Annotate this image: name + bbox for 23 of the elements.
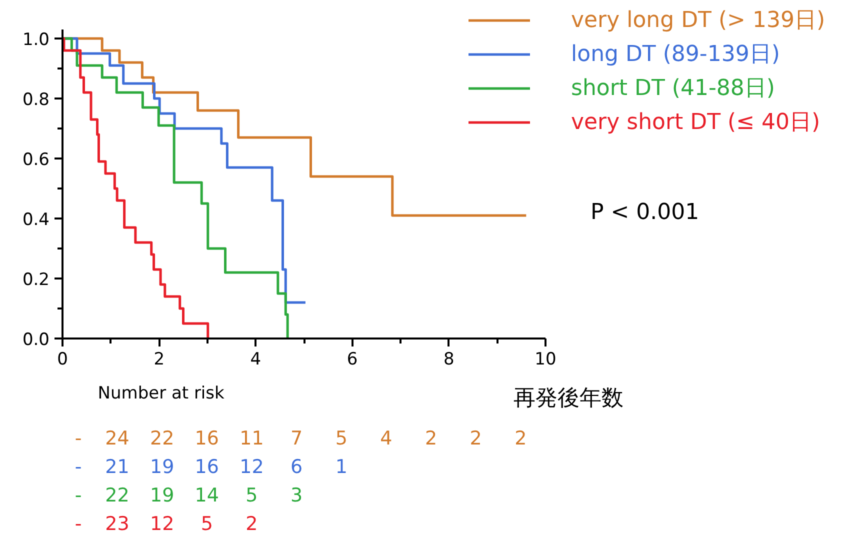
x-tick-label: 10 — [534, 350, 556, 370]
x-tick-label: 4 — [250, 350, 262, 370]
y-tick-label: 0.6 — [22, 150, 50, 170]
legend-label: very short DT (≤ 40日) — [571, 109, 820, 137]
text: Number at risk — [98, 384, 225, 404]
x-tick-label: 8 — [443, 350, 454, 370]
text: P < 0.001 — [590, 200, 700, 225]
x-tick-label: 0 — [57, 350, 68, 370]
legend-label: very long DT (> 139日) — [571, 7, 826, 35]
x-tick-label: 2 — [154, 350, 165, 370]
text: - 21 19 16 12 6 1 — [74, 456, 348, 478]
y-tick-label: 0.8 — [22, 90, 50, 110]
y-tick-label: 1.0 — [22, 30, 50, 50]
x-tick-label: 6 — [346, 350, 358, 370]
text: - 22 19 14 5 3 — [74, 484, 303, 506]
y-tick-label: 0.0 — [22, 330, 50, 350]
x-axis-title: 再発後年数 — [513, 386, 624, 411]
text: - 24 22 16 11 7 5 4 2 2 2 — [74, 428, 527, 450]
legend-label: short DT (41-88日) — [571, 75, 775, 103]
text: - 23 12 5 2 — [74, 513, 258, 535]
y-tick-label: 0.4 — [22, 210, 50, 230]
y-tick-label: 0.2 — [22, 270, 50, 290]
legend-label: long DT (89-139日) — [571, 41, 780, 69]
